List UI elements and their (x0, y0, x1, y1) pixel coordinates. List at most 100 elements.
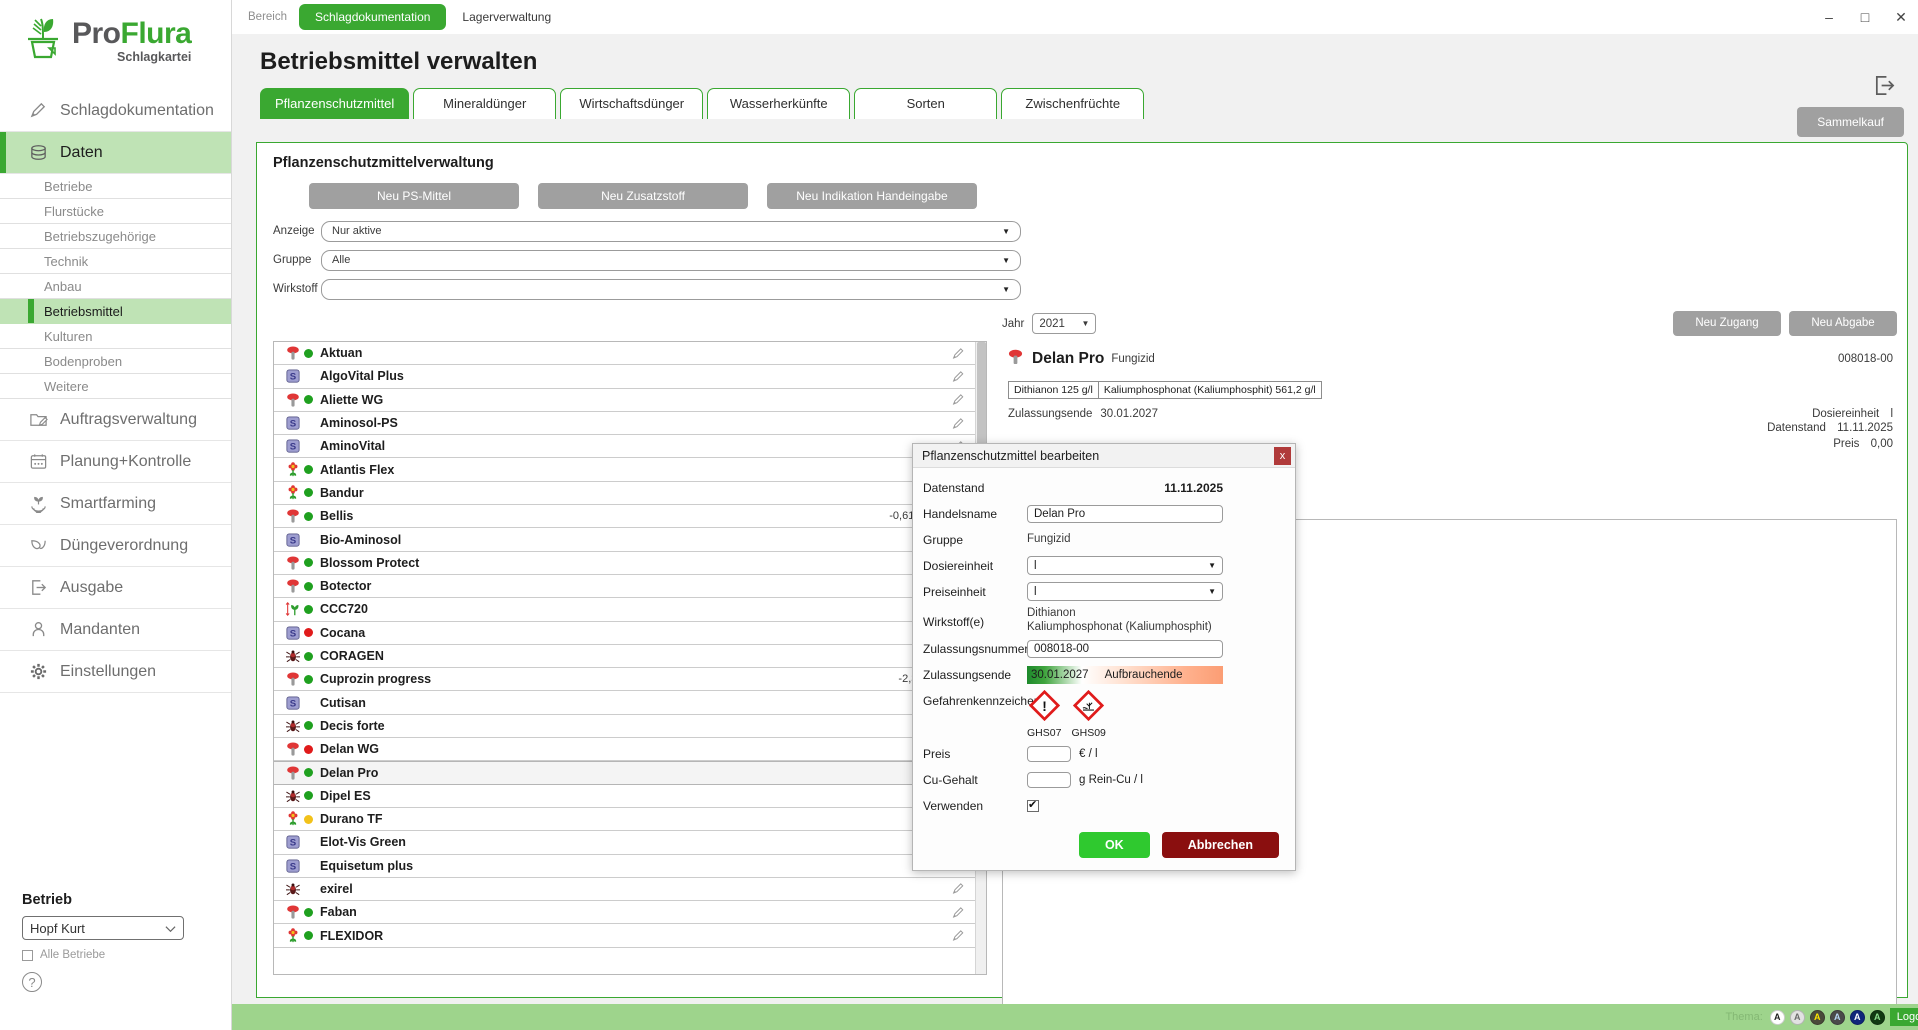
sidebar-item-technik[interactable]: Technik (0, 249, 231, 274)
list-item[interactable]: FLEXIDOR (274, 924, 975, 948)
list-item[interactable]: S Cutisan (274, 691, 975, 715)
list-item[interactable]: Atlantis Flex (274, 458, 975, 482)
filter-anzeige-value: Nur aktive (332, 225, 382, 237)
edit-row-icon[interactable] (952, 417, 965, 430)
cancel-button[interactable]: Abbrechen (1161, 831, 1279, 858)
svg-text:S: S (289, 419, 296, 430)
list-item[interactable]: S Cocana (274, 622, 975, 645)
product-list: Aktuan S AlgoVital Plus Aliette WG S Aminosol… (273, 341, 987, 975)
edit-row-icon[interactable] (952, 370, 965, 383)
list-item[interactable]: exirel (274, 878, 975, 902)
theme-dot-4[interactable]: A (1829, 1009, 1845, 1025)
tab-wasserherkuenfte[interactable]: Wasserherkünfte (707, 88, 851, 119)
tab-mineralduenger[interactable]: Mineraldünger (413, 88, 557, 119)
minimize-icon[interactable]: – (1825, 9, 1833, 25)
ok-button[interactable]: OK (1078, 831, 1150, 858)
sidebar-item-schlagdokumentation[interactable]: Schlagdokumentation (0, 90, 231, 132)
preis-input[interactable] (1027, 746, 1071, 763)
tab-pflanzenschutzmittel[interactable]: Pflanzenschutzmittel (260, 88, 410, 119)
sammelkauf-button[interactable]: Sammelkauf (1797, 107, 1904, 137)
list-item[interactable]: S Elot-Vis Green (274, 831, 975, 855)
list-item[interactable]: Blossom Protect (274, 552, 975, 575)
tab-zwischenfruechte[interactable]: Zwischenfrüchte (1001, 88, 1145, 119)
list-item[interactable]: Delan WG (274, 738, 975, 762)
neu-indikation-handeingabe-button[interactable]: Neu Indikation Handeingabe (767, 183, 977, 209)
topbar-tab-schlagdokumentation[interactable]: Schlagdokumentation (299, 4, 447, 30)
neu-zugang-button[interactable]: Neu Zugang (1673, 311, 1781, 336)
list-item[interactable]: S AminoVital (274, 435, 975, 459)
topbar-tab-lagerverwaltung[interactable]: Lagerverwaltung (462, 10, 552, 24)
sidebar-item-smartfarming[interactable]: Smartfarming (0, 483, 231, 525)
list-item[interactable]: S Bio-Aminosol (274, 528, 975, 552)
sidebar-item-duengeverordnung[interactable]: Düngeverordnung (0, 525, 231, 567)
edit-row-icon[interactable] (952, 882, 965, 895)
neu-abgabe-button[interactable]: Neu Abgabe (1789, 311, 1897, 336)
sidebar-item-einstellungen[interactable]: Einstellungen (0, 651, 231, 693)
list-item[interactable]: Bandur (274, 482, 975, 506)
status-dot-yellow (304, 814, 313, 824)
alle-betriebe-checkbox[interactable]: Alle Betriebe (22, 949, 210, 961)
list-item[interactable]: S Equisetum plus (274, 855, 975, 878)
tab-sorten[interactable]: Sorten (854, 88, 998, 119)
betrieb-select[interactable]: Hopf Kurt (22, 916, 184, 940)
list-item[interactable]: CCC720 (274, 598, 975, 622)
zulassungsnummer-input[interactable]: 008018-00 (1027, 640, 1223, 659)
tab-wirtschaftsduenger[interactable]: Wirtschaftsdünger (560, 88, 704, 119)
neu-ps-mittel-button[interactable]: Neu PS-Mittel (309, 183, 519, 209)
maximize-icon[interactable]: □ (1860, 9, 1870, 25)
sidebar-item-kulturen[interactable]: Kulturen (0, 324, 231, 349)
sidebar-item-bodenproben[interactable]: Bodenproben (0, 349, 231, 374)
list-item[interactable]: Decis forte (274, 715, 975, 739)
sidebar-item-daten[interactable]: Daten (0, 132, 231, 174)
dialog-close-button[interactable]: x (1274, 447, 1291, 465)
handelsname-input[interactable]: Delan Pro (1027, 504, 1223, 523)
edit-row-icon[interactable] (952, 393, 965, 406)
sidebar-item-planung-kontrolle[interactable]: Planung+Kontrolle (0, 441, 231, 483)
sidebar-item-betriebe[interactable]: Betriebe (0, 174, 231, 199)
filter-anzeige-select[interactable]: Nur aktive ▼ (321, 220, 1021, 242)
sidebar-item-ausgabe[interactable]: Ausgabe (0, 567, 231, 609)
list-item[interactable]: Dipel ES (274, 785, 975, 808)
filter-wirkstoff-select[interactable]: ▼ (321, 278, 1021, 300)
list-item[interactable]: Botector (274, 575, 975, 599)
list-item[interactable]: Aliette WG (274, 389, 975, 412)
list-item[interactable]: S AlgoVital Plus (274, 365, 975, 389)
list-item[interactable]: Bellis -0,61 kg (274, 505, 975, 529)
cu-gehalt-input[interactable] (1027, 772, 1071, 789)
help-icon[interactable]: ? (22, 972, 42, 992)
sidebar-item-betriebsmittel[interactable]: Betriebsmittel (0, 299, 231, 324)
status-dot-green (304, 674, 313, 684)
edit-row-icon[interactable] (952, 929, 965, 942)
list-item[interactable]: S Aminosol-PS (274, 412, 975, 436)
sidebar-item-auftragsverwaltung[interactable]: Auftragsverwaltung (0, 399, 231, 441)
list-item[interactable]: Aktuan (274, 342, 975, 366)
sidebar-item-mandanten[interactable]: Mandanten (0, 609, 231, 651)
filter-gruppe-select[interactable]: Alle ▼ (321, 249, 1021, 271)
verwenden-checkbox[interactable] (1027, 798, 1039, 813)
theme-dot-5[interactable]: A (1849, 1009, 1865, 1025)
close-icon[interactable]: ✕ (1895, 8, 1907, 25)
list-item[interactable]: CORAGEN (274, 645, 975, 669)
neu-zusatzstoff-button[interactable]: Neu Zusatzstoff (538, 183, 748, 209)
dosiereinheit-select[interactable]: l ▼ (1027, 556, 1223, 575)
list-item[interactable]: Delan Pro (274, 761, 975, 785)
theme-dot-1[interactable]: A (1769, 1009, 1785, 1025)
sidebar-item-anbau[interactable]: Anbau (0, 274, 231, 299)
sidebar-item-betriebszugehoerige[interactable]: Betriebszugehörige (0, 224, 231, 249)
theme-dot-2[interactable]: A (1789, 1009, 1805, 1025)
list-item[interactable]: Faban (274, 901, 975, 925)
theme-dot-6[interactable]: A (1869, 1009, 1885, 1025)
preiseinheit-select[interactable]: l ▼ (1027, 582, 1223, 601)
jahr-select[interactable]: 2021 ▼ (1032, 313, 1097, 334)
logdaten-chip[interactable]: Logdaten / (1889, 1008, 1918, 1026)
sidebar-item-weitere[interactable]: Weitere (0, 374, 231, 399)
svg-text:S: S (289, 372, 296, 383)
edit-row-icon[interactable] (952, 906, 965, 919)
theme-dot-3[interactable]: A (1809, 1009, 1825, 1025)
sidebar-item-flurstuecke[interactable]: Flurstücke (0, 199, 231, 224)
list-item[interactable]: Cuprozin progress-2,31 l (274, 668, 975, 692)
logout-icon[interactable] (1873, 74, 1896, 102)
list-scrollbar-thumb[interactable] (977, 342, 986, 492)
list-item[interactable]: Durano TF (274, 808, 975, 832)
edit-row-icon[interactable] (952, 347, 965, 360)
